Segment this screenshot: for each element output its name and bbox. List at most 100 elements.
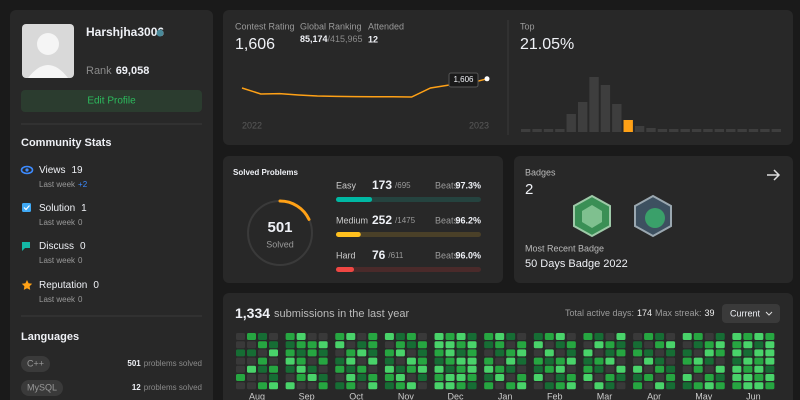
tooltip: [448, 72, 479, 88]
heatmap-cell: [445, 341, 455, 349]
heatmap-cell: [346, 341, 356, 349]
heatmap-cell: [456, 357, 466, 365]
heatmap-cell: [335, 365, 345, 373]
heatmap-cell: [633, 341, 643, 349]
heatmap-cell: [682, 365, 692, 373]
section-title: Community Stats: [21, 137, 111, 149]
dropdown-caret: [765, 311, 773, 316]
heatmap-cell: [555, 333, 565, 340]
month-label: Nov: [398, 391, 415, 400]
heatmap-cell: [633, 365, 643, 373]
heatmap-cell: [732, 333, 742, 340]
heatmap-cell: [644, 374, 654, 381]
distribution-bar: [669, 129, 679, 132]
heatmap-cell: [655, 333, 665, 340]
label: Last week: [39, 256, 76, 265]
month-label: Aug: [249, 391, 265, 400]
heatmap-cell: [285, 382, 295, 390]
label: Contest Rating: [235, 21, 295, 31]
heatmap-cell: [335, 341, 345, 349]
heatmap-cell: [368, 382, 378, 390]
heatmap-cell: [655, 374, 665, 381]
heatmap-cell: [307, 374, 317, 381]
value: /415,965: [328, 34, 363, 44]
heatmap-cell: [495, 382, 505, 390]
heatmap-cell: [434, 374, 444, 381]
value: /695: [395, 181, 411, 190]
heatmap-cell: [285, 365, 295, 373]
heatmap-cell: [754, 341, 764, 349]
heatmap-cell: [583, 365, 593, 373]
recent-badge: 50 Days Badge 2022: [525, 258, 628, 270]
heatmap-cell: [406, 365, 416, 373]
heatmap-cell: [406, 357, 416, 365]
edit-profile-label[interactable]: Edit Profile: [87, 96, 136, 107]
heatmap-cell: [368, 374, 378, 381]
month-label: Sep: [299, 391, 315, 400]
heatmap-cell: [247, 374, 256, 381]
heatmap-cell: [655, 349, 665, 357]
heatmap-cell: [395, 365, 405, 373]
heatmap-cell: [655, 341, 665, 349]
badge-count: 2: [525, 181, 533, 198]
heatmap-cell: [236, 357, 245, 365]
heatmap-cell: [644, 365, 654, 373]
heatmap-cell: [495, 365, 505, 373]
heatmap-cell: [467, 333, 477, 340]
beats-value: 97.3%: [455, 180, 481, 190]
heatmap-cell: [445, 349, 455, 357]
distribution-bar: [612, 104, 622, 132]
label: Top: [520, 21, 535, 31]
heatmap-cell: [357, 349, 367, 357]
heatmap-cell: [517, 374, 527, 381]
heatmap-cell: [544, 341, 554, 349]
heatmap-cell: [594, 374, 604, 381]
heatmap-cell: [307, 365, 317, 373]
stat: Discuss 0: [39, 241, 86, 252]
dropdown-label[interactable]: Current: [730, 308, 761, 318]
heatmap-cell: [765, 349, 775, 357]
heatmap-cell: [533, 357, 543, 365]
heatmap-cell: [285, 341, 295, 349]
heatmap-cell: [484, 341, 494, 349]
heatmap-cell: [269, 349, 278, 357]
heatmap-cell: [484, 382, 494, 390]
distribution-chart: [521, 77, 781, 132]
heatmap-cell: [296, 365, 306, 373]
progress-track: [336, 232, 481, 237]
progress-fill: [336, 197, 373, 202]
arrow-button[interactable]: [767, 169, 781, 181]
max-streak: Max streak: 39: [655, 308, 715, 318]
label: Attended: [368, 21, 404, 31]
heatmap-cell: [258, 374, 267, 381]
heatmap-cell: [456, 382, 466, 390]
heatmap-cell: [346, 349, 356, 357]
language-solved: 12 problems solved: [132, 383, 202, 392]
heatmap-cell: [318, 341, 328, 349]
heatmap-cell: [533, 365, 543, 373]
heatmap-cell: [456, 341, 466, 349]
dropdown[interactable]: [722, 304, 780, 323]
edit-profile-button[interactable]: [21, 90, 202, 112]
label: Total active days:: [565, 308, 634, 318]
heatmap-cell: [517, 341, 527, 349]
heatmap-cell: [506, 374, 516, 381]
axis-label: 2023: [469, 120, 489, 130]
heatmap-cell: [384, 382, 394, 390]
label: Last week: [39, 295, 76, 304]
heatmap-cell: [395, 382, 405, 390]
heatmap-cell: [533, 382, 543, 390]
distribution-bar: [623, 120, 633, 132]
heatmap-cell: [715, 365, 725, 373]
heatmap-cell: [605, 333, 615, 340]
heatmap-cell: [434, 382, 444, 390]
label: Last week: [39, 218, 76, 227]
heatmap-cell: [406, 382, 416, 390]
contest-rating: 1,606: [235, 36, 275, 53]
heatmap-cell: [296, 341, 306, 349]
global-ranking: 85,174/415,965: [300, 34, 363, 44]
distribution-bar: [771, 129, 781, 132]
heatmap-cell: [544, 357, 554, 365]
heatmap-cell: [456, 349, 466, 357]
